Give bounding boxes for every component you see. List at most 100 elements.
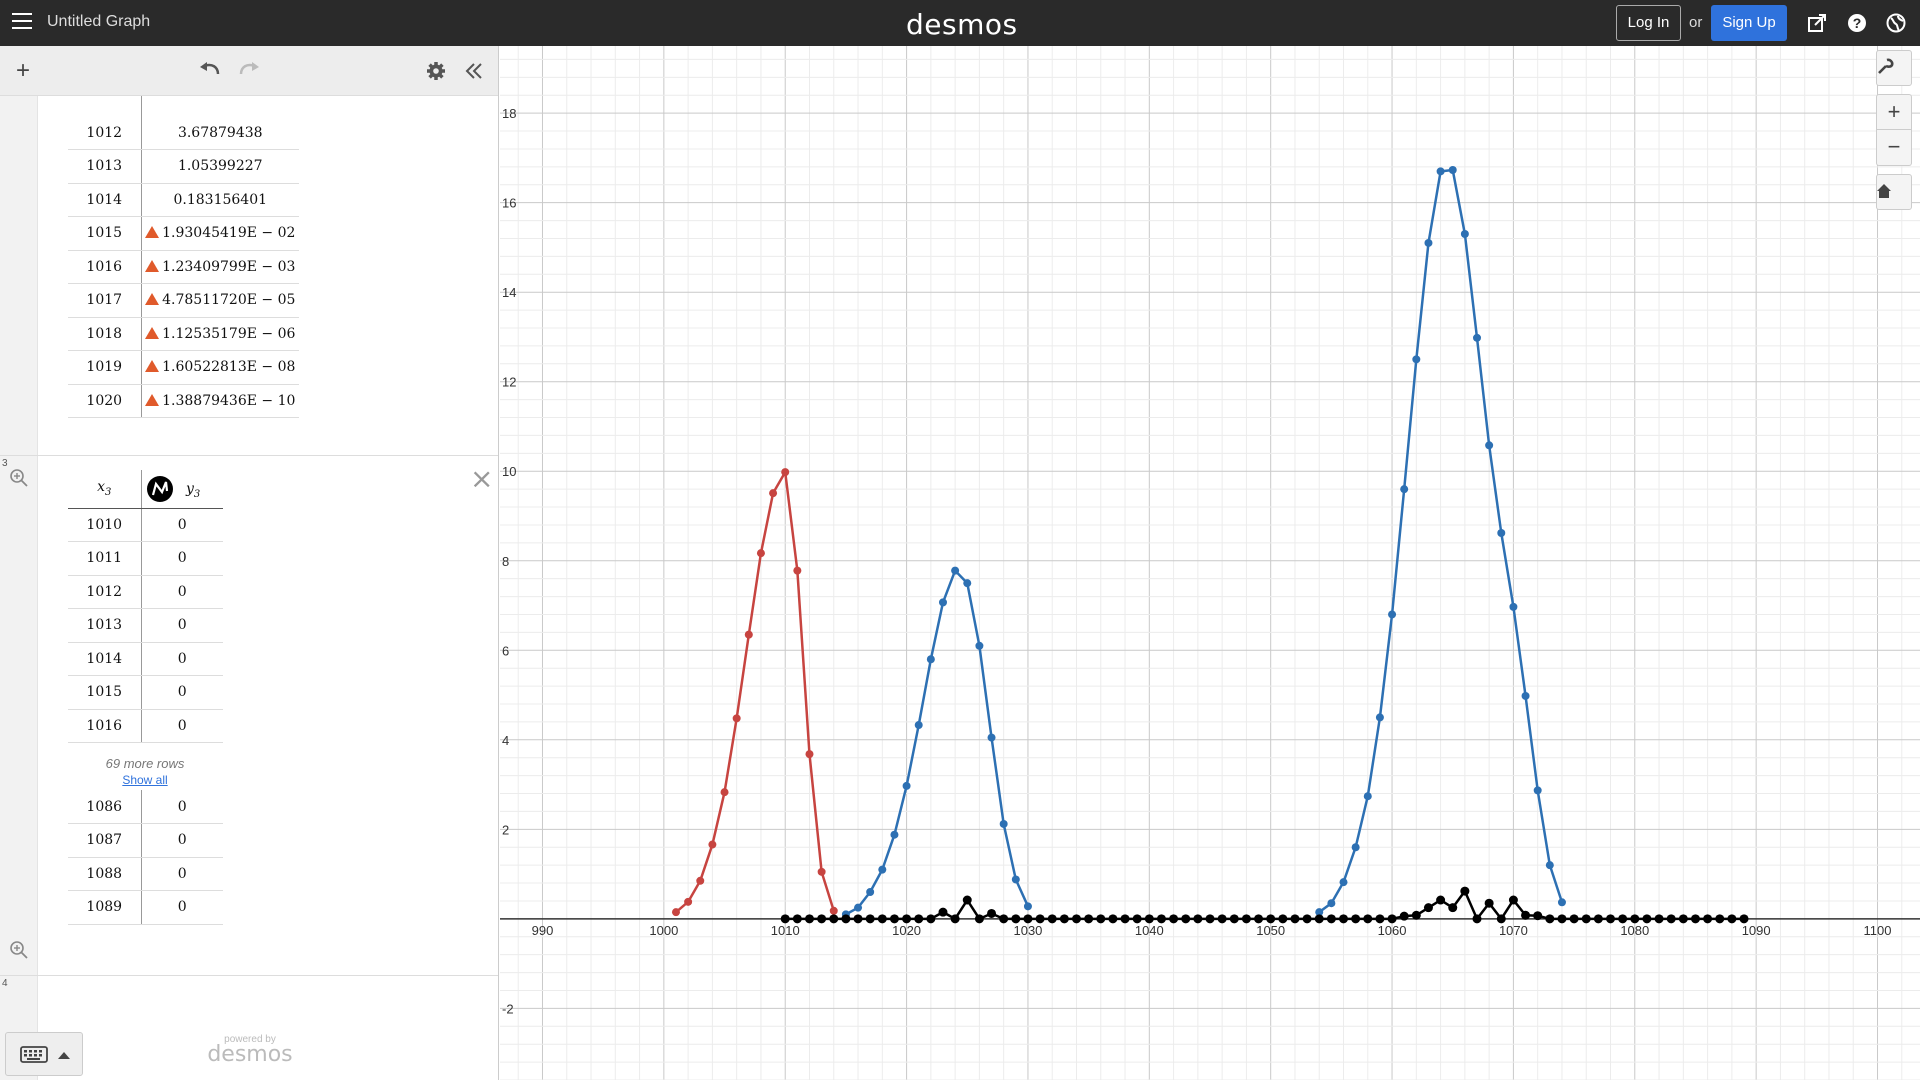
gear-icon[interactable] [426,61,446,81]
data-table-2[interactable]: 1012 3.67879438 1013 1.05399227 1014 0.183156… [68,96,299,418]
warning-icon[interactable] [145,226,160,239]
data-table-3[interactable]: x3 y3 1010 0 1011 0 1012 0 1013 0 1014 0 1015 0 1016… [68,470,223,743]
table-cell-y[interactable]: 1.12535179E − 06 [141,317,299,351]
table-row[interactable]: 1014 0.183156401 [68,183,299,217]
double-chevron-left-icon[interactable] [464,61,484,81]
table-cell-y[interactable]: 1.23409799E − 03 [141,250,299,284]
share-icon[interactable] [1806,12,1828,34]
table-cell-x[interactable]: 1012 [68,575,142,609]
table-cell-y[interactable]: 1.60522813E − 08 [141,350,299,385]
table-row[interactable]: 1013 1.05399227 [68,149,299,184]
table-cell-x[interactable]: 1015 [68,216,142,251]
table-cell-y[interactable]: 0 [141,709,223,743]
table-cell-y[interactable]: 0 [141,857,223,891]
table-cell-x[interactable]: 1019 [68,350,142,385]
data-point [1023,914,1033,924]
help-icon[interactable]: ? [1846,12,1868,34]
warning-icon[interactable] [145,326,160,339]
menu-icon[interactable] [12,13,32,31]
table-cell-x[interactable]: 1016 [68,250,142,284]
table-cell-x[interactable]: 1010 [68,508,142,542]
data-point [902,914,912,924]
login-button[interactable]: Log In [1616,5,1681,41]
table-row[interactable]: 1016 0 [68,709,223,743]
table-cell-y[interactable]: 0.183156401 [141,183,299,217]
table-row[interactable]: 1088 0 [68,857,223,891]
column-header-y3[interactable]: y3 [141,470,223,509]
expression-table-3[interactable]: 3 × x3 y3 1010 0 1011 0 1012 0 1013 0 1014 0 1015 0… [0,456,498,976]
table-cell-x[interactable]: 1086 [68,790,142,824]
expression-empty-4[interactable]: 4 [0,976,498,1080]
table-cell-x[interactable]: 1018 [68,317,142,351]
table-row[interactable]: 1012 0 [68,575,223,609]
table-cell-y[interactable]: 0 [141,890,223,925]
table-row[interactable]: 1020 1.38879436E − 10 [68,384,299,418]
table-row[interactable]: 1011 0 [68,541,223,576]
table-row[interactable]: 1019 1.60522813E − 08 [68,350,299,385]
table-cell-y[interactable]: 0 [141,823,223,858]
table-row[interactable]: 1017 4.78511720E − 05 [68,283,299,318]
table-cell-y[interactable]: 0 [141,575,223,609]
show-all-link[interactable]: Show all [122,773,168,787]
table-cell-y[interactable]: 0 [141,642,223,676]
table-cell-y[interactable]: 1.93045419E − 02 [141,216,299,251]
delete-expression-icon[interactable]: × [470,462,494,495]
graph-svg[interactable]: 990 1000 1010 1020 1030 1040 1050 1060 1070 1080 1… [500,46,1920,1080]
table-row[interactable]: 1015 0 [68,675,223,710]
table-cell-y[interactable]: 0 [141,608,223,643]
zoom-fit-icon[interactable] [9,940,29,960]
table-cell-x[interactable]: 1020 [68,384,142,418]
graph-title[interactable]: Untitled Graph [47,13,151,30]
table-cell-x[interactable]: 1016 [68,709,142,743]
zoom-out-icon[interactable]: − [1876,130,1912,166]
table-cell-x[interactable]: 1089 [68,890,142,925]
warning-icon[interactable] [145,259,160,272]
table-cell-x[interactable]: 1013 [68,608,142,643]
table-row[interactable]: 1014 0 [68,642,223,676]
zoom-in-icon[interactable]: + [1876,94,1912,130]
table-cell-y[interactable]: 1.05399227 [141,149,299,184]
table-cell-x[interactable]: 1011 [68,541,142,576]
table-row[interactable]: 1018 1.12535179E − 06 [68,317,299,351]
home-icon[interactable] [1876,174,1912,210]
table-cell-x[interactable]: 1014 [68,642,142,676]
data-table-3-tail[interactable]: 1086 0 1087 0 1088 0 1089 0 [68,790,223,925]
table-row[interactable]: 1010 0 [68,508,223,542]
table-row[interactable]: 1015 1.93045419E − 02 [68,216,299,251]
warning-icon[interactable] [145,393,160,406]
wrench-icon[interactable] [1876,50,1912,86]
table-cell-y[interactable]: 3.67879438 [141,116,299,150]
table-cell-x[interactable]: 1012 [68,116,142,150]
undo-icon[interactable] [198,60,222,82]
table-row[interactable]: 1087 0 [68,823,223,858]
globe-icon[interactable] [1885,12,1907,34]
expression-table-2[interactable]: 1012 3.67879438 1013 1.05399227 1014 0.183156… [0,96,498,487]
table-cell-x[interactable]: 1013 [68,149,142,184]
table-cell-x[interactable]: 1014 [68,183,142,217]
redo-icon[interactable] [237,60,261,82]
table-cell-x[interactable]: 1017 [68,283,142,318]
graph-canvas[interactable]: 990 1000 1010 1020 1030 1040 1050 1060 1070 1080 1… [500,46,1920,1080]
keypad-toggle-button[interactable] [5,1032,83,1076]
table-cell-y[interactable]: 0 [141,790,223,824]
table-cell-y[interactable]: 1.38879436E − 10 [141,384,299,418]
table-cell-x[interactable]: 1015 [68,675,142,710]
table-cell-y[interactable]: 0 [141,541,223,576]
table-cell-x[interactable]: 1088 [68,857,142,891]
signup-button[interactable]: Sign Up [1711,5,1787,41]
table-row[interactable]: 1012 3.67879438 [68,116,299,150]
warning-icon[interactable] [145,360,160,373]
table-row[interactable]: 1013 0 [68,608,223,643]
table-cell-y[interactable]: 0 [141,675,223,710]
table-cell-x[interactable]: 1087 [68,823,142,858]
points-style-icon[interactable] [146,475,174,503]
table-cell-y[interactable]: 4.78511720E − 05 [141,283,299,318]
zoom-fit-icon[interactable] [9,468,29,488]
table-row[interactable]: 1086 0 [68,790,223,824]
table-row[interactable]: 1089 0 [68,890,223,925]
warning-icon[interactable] [145,293,160,306]
table-cell-y[interactable]: 0 [141,508,223,542]
plus-icon[interactable]: + [15,57,30,84]
table-row[interactable]: 1016 1.23409799E − 03 [68,250,299,284]
column-header-x3[interactable]: x3 [68,470,142,509]
